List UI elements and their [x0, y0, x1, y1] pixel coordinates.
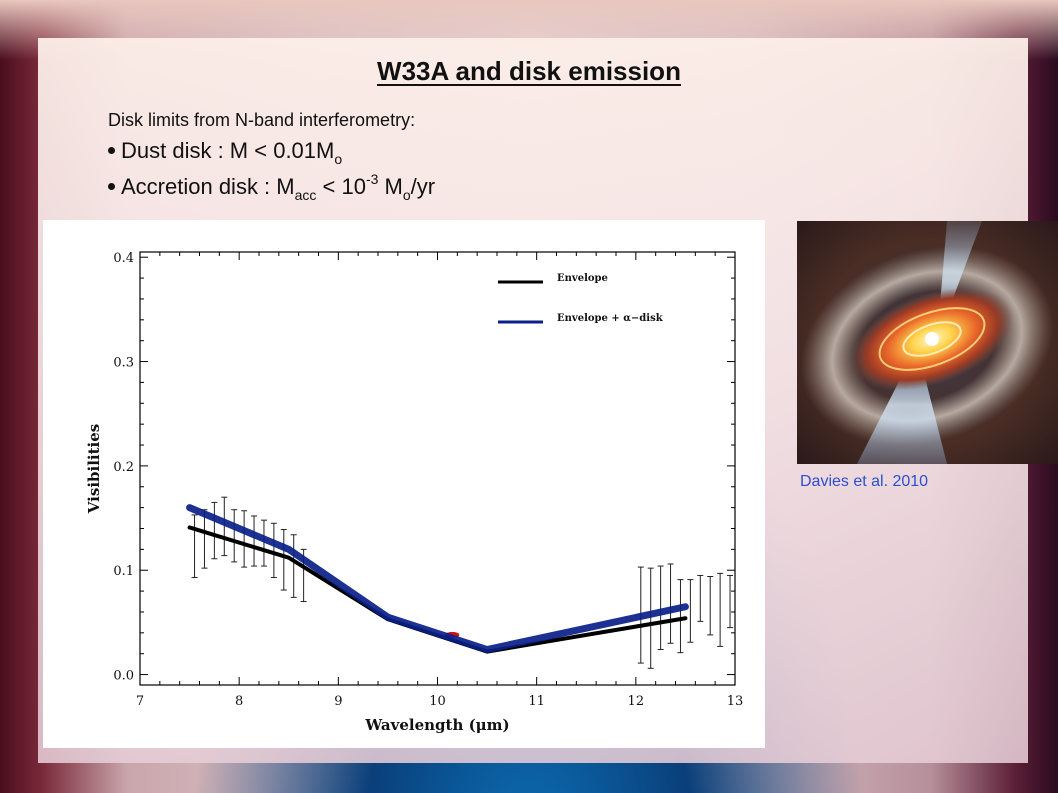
bullet-dot-icon: [108, 146, 115, 154]
x-tick-label: 8: [235, 694, 243, 709]
y-tick-label: 0.0: [113, 669, 134, 684]
intro-text: Disk limits from N-band interferometry:: [108, 110, 416, 130]
y-tick-label: 0.4: [113, 251, 134, 266]
legend-label: Envelope: [557, 273, 608, 284]
image-caption: Davies et al. 2010: [800, 473, 929, 490]
accretion-disk-artwork: [797, 221, 1058, 464]
chart-svg: 7 8 9 10 11 12 13 0.0 0.1 0.2 0.3 0.4 Wavelength (μm…: [85, 251, 744, 734]
disk-illustration-icon: [797, 221, 1058, 464]
y-tick-label: 0.2: [113, 460, 134, 475]
series-line-envelope-disk: [186, 504, 689, 654]
bullet-dust-disk: Dust disk : M < 0.01Mo: [108, 138, 342, 167]
y-tick-label: 0.1: [113, 564, 134, 579]
slide-title: W33A and disk emission: [377, 56, 681, 86]
y-tick-label: 0.3: [113, 356, 134, 371]
x-tick-label: 9: [334, 694, 342, 709]
bullet-accretion-disk: Accretion disk : Macc < 10-3 Mo/yr: [108, 171, 435, 203]
x-tick-label: 10: [429, 694, 446, 709]
x-tick-label: 12: [628, 694, 645, 709]
x-tick-label: 11: [528, 694, 545, 709]
visibility-chart: 7 8 9 10 11 12 13 0.0 0.1 0.2 0.3 0.4 Wavelength (μm…: [43, 220, 765, 748]
bullet-dot-icon: [108, 182, 115, 190]
x-tick-label: 7: [136, 694, 144, 709]
x-axis-label: Wavelength (μm): [364, 716, 509, 734]
x-tick-label: 13: [727, 694, 744, 709]
legend-label: Envelope + α−disk: [557, 313, 664, 324]
y-axis-label: Visibilities: [85, 424, 103, 514]
